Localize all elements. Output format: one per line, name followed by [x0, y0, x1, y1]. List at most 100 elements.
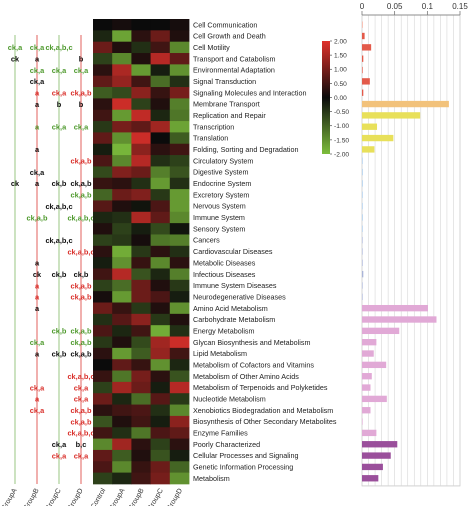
significance-label: ck,a [30, 406, 45, 415]
significance-label: ck,a [52, 66, 67, 75]
significance-label: ck,a [74, 66, 89, 75]
colorbar-tick-label: -2.00 [334, 151, 349, 158]
heatmap-cell [93, 370, 113, 383]
significance-label: ck,a,b [71, 327, 92, 336]
significance-label: ck,a,b [71, 191, 92, 200]
heatmap-cell [93, 87, 113, 99]
heatmap-cell [150, 64, 171, 77]
heatmap-cell [112, 155, 132, 167]
heatmap-cell [112, 393, 132, 405]
significance-label: ck,a [52, 451, 67, 460]
row-label: Cell Motility [193, 43, 230, 52]
heatmap-cell [112, 257, 132, 269]
bar-axis-tick-label: 0.1 [422, 2, 434, 11]
heatmap-cell [112, 75, 132, 88]
bar [362, 418, 363, 425]
heatmap-cell [169, 132, 190, 145]
heatmap-cell [169, 41, 190, 54]
heatmap-cell [150, 415, 171, 428]
bar [362, 350, 374, 357]
heatmap [93, 19, 190, 485]
heatmap-cell [131, 291, 151, 303]
row-label: Amino Acid Metabolism [193, 304, 268, 313]
bar [362, 282, 363, 289]
heatmap-cell [131, 257, 151, 269]
heatmap-cell [169, 325, 190, 337]
bar [362, 66, 363, 74]
bar-chart: 0 0.05 0.1 0.15 [360, 2, 468, 487]
heatmap-cell [150, 200, 171, 213]
heatmap-cell [150, 313, 171, 326]
significance-label: ck,a [74, 123, 89, 132]
group-label: GroupD [66, 487, 84, 506]
significance-label: a [35, 293, 40, 302]
row-label: Digestive System [193, 168, 249, 177]
significance-label: b,c [76, 440, 87, 449]
significance-label: ck [33, 270, 42, 279]
heatmap-cell [112, 302, 132, 315]
row-label: Xenobiotics Biodegradation and Metabolis… [193, 406, 333, 415]
significance-label: ck,a,b [71, 281, 92, 290]
heatmap-cell [93, 177, 113, 190]
bar [362, 395, 387, 403]
significance-label: ck,a,b [71, 406, 92, 415]
significance-label: ck,a,b,c [67, 372, 94, 381]
bar [362, 100, 449, 108]
group-label: GroupA [1, 487, 19, 506]
heatmap-cell [150, 75, 171, 88]
heatmap-cell [131, 347, 151, 360]
significance-label: ck,a,b,c [45, 236, 72, 245]
heatmap-cell [150, 279, 171, 292]
heatmap-cell [150, 325, 171, 337]
heatmap-cell [112, 313, 132, 326]
heatmap-cell [131, 189, 151, 201]
heatmap-cell [150, 257, 171, 269]
significance-label: ck,a [30, 66, 45, 75]
heatmap-cell [131, 268, 151, 281]
heatmap-cell [93, 359, 113, 371]
row-label: Metabolism of Terpenoids and Polyketides [193, 383, 328, 392]
row-label: Glycan Biosynthesis and Metabolism [193, 338, 310, 347]
bar [362, 248, 363, 255]
heatmap-cell [112, 132, 132, 145]
heatmap-cell [112, 449, 132, 462]
heatmap-cell [93, 53, 113, 65]
heatmap-cell [112, 41, 132, 54]
row-label: Excretory System [193, 190, 249, 199]
heatmap-cell [169, 211, 190, 224]
row-label: Energy Metabolism [193, 326, 255, 335]
heatmap-cell [112, 177, 132, 190]
heatmap-cell [150, 347, 171, 360]
significance-label: b [79, 100, 84, 109]
heatmap-cell [93, 404, 113, 417]
heatmap-cell [131, 393, 151, 405]
colorbar [322, 41, 330, 154]
row-label: Metabolism of Cofactors and Vitamins [193, 360, 314, 369]
heatmap-cell [131, 449, 151, 462]
heatmap-cell [93, 143, 113, 156]
heatmap-cell [112, 234, 132, 247]
heatmap-cell [112, 64, 132, 77]
heatmap-cell [169, 291, 190, 303]
bar [362, 44, 372, 51]
heatmap-cell [169, 30, 190, 43]
row-label: Neurodegenerative Diseases [193, 292, 286, 301]
significance-label: ck,a [52, 440, 67, 449]
heatmap-cell [169, 234, 190, 247]
bar [362, 452, 391, 459]
heatmap-cell [93, 313, 113, 326]
heatmap-cell [150, 143, 171, 156]
heatmap-cell [150, 177, 171, 190]
heatmap-cell [112, 98, 132, 111]
heatmap-cell [150, 189, 171, 201]
significance-label: ck,a [30, 43, 45, 52]
row-label: Endocrine System [193, 179, 251, 188]
heatmap-cell [112, 347, 132, 360]
heatmap-cell [169, 404, 190, 417]
heatmap-cell [93, 64, 113, 77]
heatmap-cell [112, 245, 132, 258]
heatmap-cell [112, 370, 132, 383]
heatmap-cell [131, 30, 151, 43]
heatmap-cell [169, 427, 190, 439]
heatmap-cell [112, 53, 132, 65]
